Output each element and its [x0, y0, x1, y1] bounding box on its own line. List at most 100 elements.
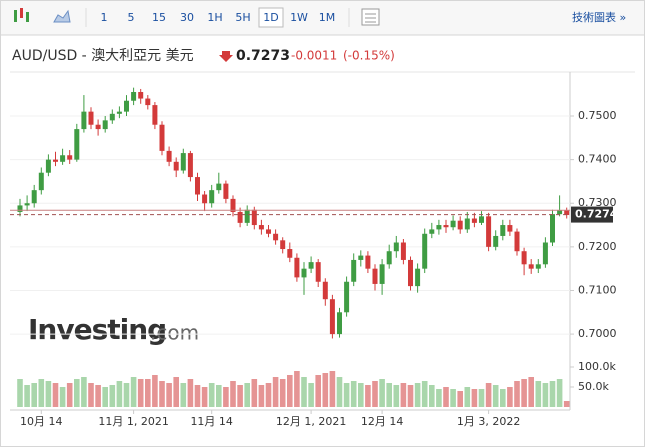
- candle-body: [436, 225, 442, 230]
- volume-bar: [194, 385, 201, 407]
- volume-bar: [180, 383, 187, 407]
- volume-bar: [230, 381, 236, 407]
- interval-button[interactable]: 5: [128, 11, 135, 24]
- candle-body: [116, 111, 122, 114]
- candle-body: [464, 218, 470, 230]
- interval-button[interactable]: 1M: [319, 11, 336, 24]
- interval-button[interactable]: 30: [180, 11, 194, 24]
- volume-bar: [123, 383, 130, 407]
- volume-bar: [429, 385, 435, 407]
- candle-body: [329, 299, 335, 335]
- volume-bar: [216, 385, 222, 407]
- volume-bar: [159, 381, 165, 407]
- candle-body: [315, 262, 321, 282]
- volume-bar: [379, 379, 385, 407]
- y-tick-label: 0.7200: [578, 240, 617, 253]
- volume-bar: [116, 381, 123, 407]
- price: 0.7273: [236, 48, 290, 64]
- candle-body: [95, 124, 101, 130]
- volume-bar: [208, 383, 215, 407]
- candle-body: [31, 190, 37, 204]
- volume-bar: [471, 389, 478, 407]
- volume-bar: [514, 381, 520, 407]
- candle-body: [535, 264, 541, 269]
- candle-body: [337, 312, 342, 335]
- candle-body: [74, 129, 80, 160]
- table-icon[interactable]: [361, 8, 380, 26]
- area-icon[interactable]: [53, 9, 71, 23]
- volume-bar: [507, 387, 513, 407]
- volume-bar: [187, 379, 194, 407]
- candle-body: [124, 100, 129, 112]
- toolbar: [1, 1, 644, 35]
- x-tick-label: 1月 3, 2022: [457, 415, 520, 428]
- volume-bar: [109, 385, 116, 407]
- candle-body: [88, 111, 94, 125]
- last-price-label: 0.7274: [575, 208, 618, 221]
- candle-body: [187, 153, 193, 178]
- volume-bar: [563, 401, 570, 407]
- candle-body: [379, 264, 385, 284]
- candle-body: [266, 229, 271, 234]
- x-tick-label: 11月 14: [190, 415, 233, 428]
- candle-body: [209, 190, 215, 204]
- chart-link[interactable]: 技術圖表 »: [572, 10, 626, 24]
- candle-body: [195, 177, 200, 195]
- y-tick-label: 0.7000: [578, 327, 617, 340]
- interval-button[interactable]: 1D: [263, 11, 278, 24]
- candle-body: [443, 225, 449, 228]
- interval-button[interactable]: 5H: [235, 11, 250, 24]
- volume-bar: [152, 375, 158, 407]
- candle-body: [294, 257, 300, 278]
- interval-button[interactable]: 1W: [290, 11, 308, 24]
- candle-body: [280, 240, 286, 250]
- volume-bar: [265, 383, 272, 407]
- volume-bar: [315, 375, 321, 407]
- volume-bar: [556, 379, 563, 407]
- volume-bar: [485, 383, 492, 407]
- candle-body: [230, 198, 236, 212]
- y-tick-label: 0.7100: [578, 283, 617, 296]
- volume-bar: [251, 379, 258, 407]
- volume-bar: [166, 383, 172, 407]
- candle-body: [166, 150, 172, 162]
- candle-body: [557, 210, 563, 215]
- candle-body: [308, 262, 314, 269]
- candle-body: [493, 235, 499, 247]
- candle-body: [223, 183, 229, 199]
- candle-body: [457, 220, 463, 230]
- y-tick-label: 0.7400: [578, 153, 617, 166]
- volume-bar: [372, 381, 378, 407]
- candle-icon[interactable]: [14, 8, 29, 22]
- candle-body: [131, 92, 137, 101]
- volume-bar: [95, 385, 101, 407]
- candle-body: [67, 155, 73, 160]
- volume-bar: [365, 385, 371, 407]
- candle-body: [365, 255, 371, 269]
- candle-body: [322, 281, 328, 300]
- candle-body: [479, 216, 484, 223]
- volume-bar: [258, 385, 265, 407]
- volume-bar: [279, 379, 286, 407]
- candle-body: [138, 92, 144, 99]
- candle-body: [216, 183, 222, 191]
- volume-bar: [173, 377, 179, 407]
- interval-button[interactable]: 15: [152, 11, 166, 24]
- watermark: Investing: [28, 313, 166, 346]
- volume-bar: [24, 385, 30, 407]
- interval-button[interactable]: 1: [101, 11, 108, 24]
- volume-bar: [400, 383, 407, 407]
- candle-body: [372, 268, 378, 284]
- interval-button[interactable]: 1H: [207, 11, 222, 24]
- candle-body: [173, 161, 179, 171]
- volume-bar: [421, 381, 428, 407]
- candle-body: [17, 205, 23, 212]
- down-arrow: [219, 51, 233, 62]
- volume-bar: [45, 381, 52, 407]
- candle-body: [202, 194, 208, 204]
- candle-body: [358, 255, 364, 260]
- volume-bar: [301, 377, 307, 407]
- y-tick-label: 0.7500: [578, 109, 617, 122]
- instrument-title: AUD/USD - 澳大利亞元 美元: [12, 48, 194, 64]
- candle-body: [500, 225, 506, 236]
